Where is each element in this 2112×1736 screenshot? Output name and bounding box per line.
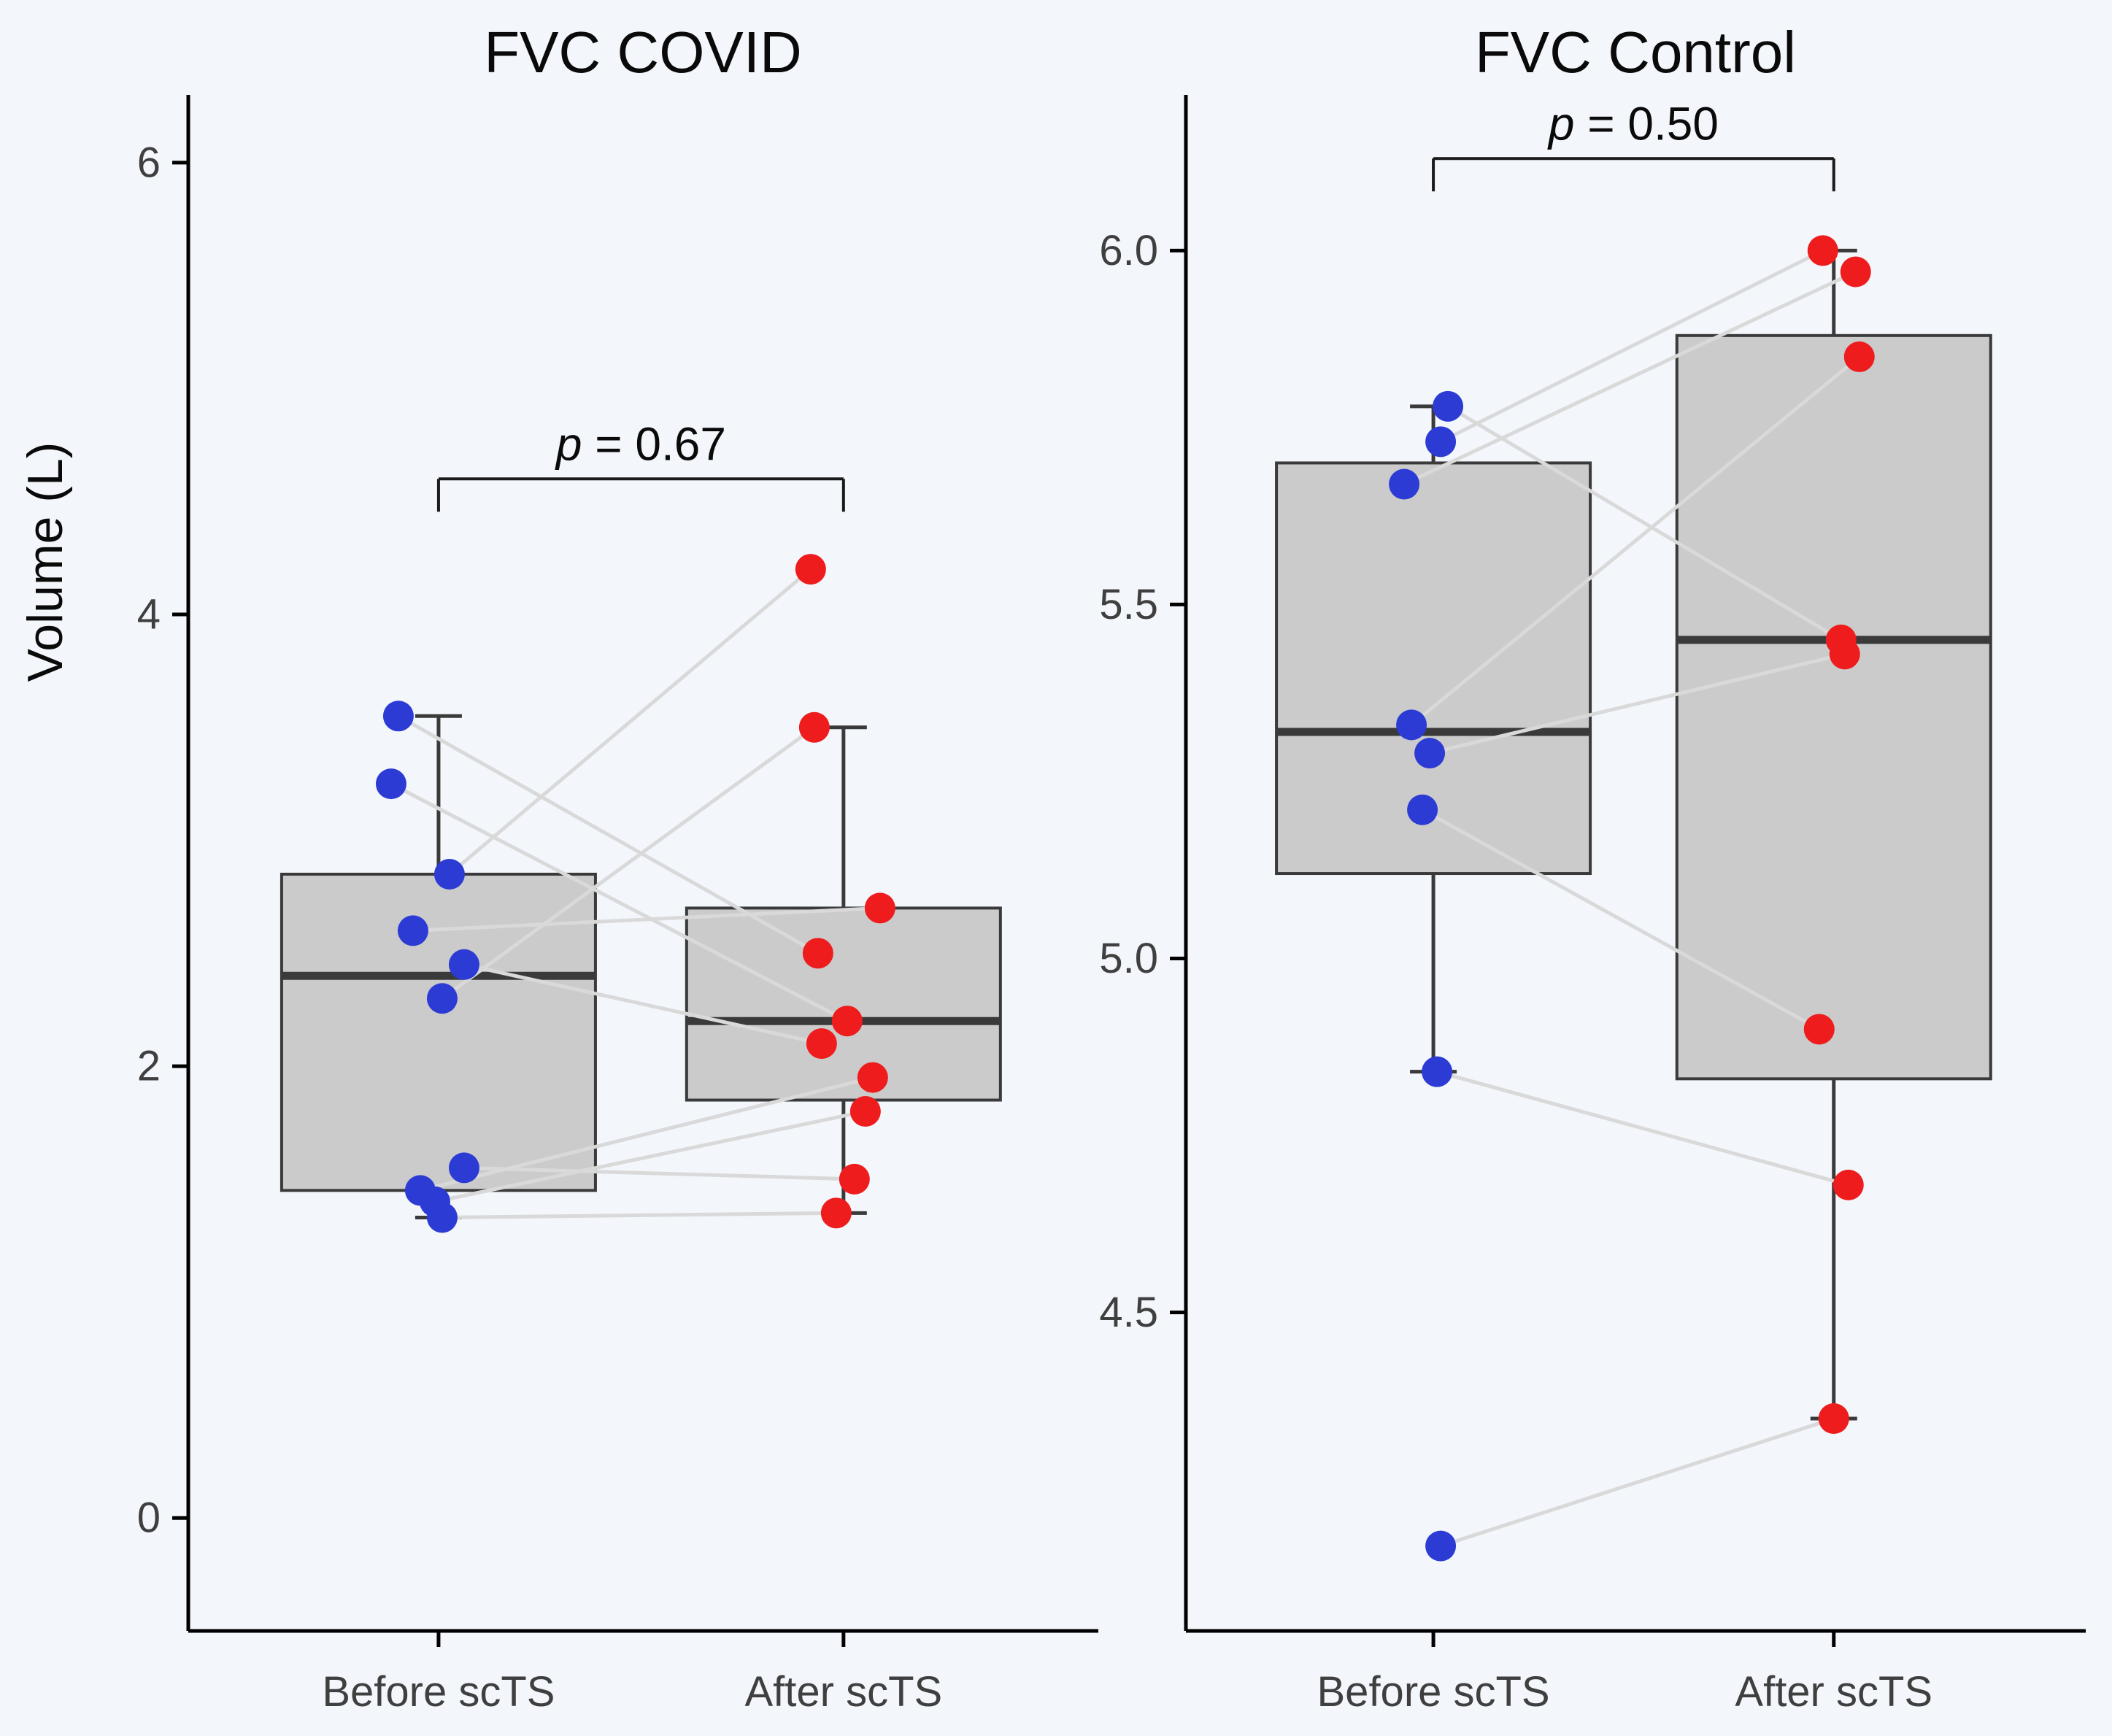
panel-1: 4.5 5.0 5.5 6.0 Before scTS After scTS p = 0.5… [1099, 95, 2086, 1716]
panel-title-fvc-covid: FVC COVID [484, 20, 802, 85]
data-point-before [1425, 1530, 1457, 1562]
data-point-before [1425, 426, 1457, 458]
data-point-before [1414, 738, 1446, 769]
p-value-label: p = 0.67 [555, 417, 726, 470]
y-tick-label: 4.5 [1099, 1289, 1158, 1336]
data-point-after [802, 938, 833, 969]
pair-line [420, 1076, 874, 1192]
pair-line [1421, 808, 1820, 1031]
data-point-after [831, 1006, 863, 1037]
data-point-before [1433, 390, 1464, 422]
pair-line [1429, 652, 1846, 755]
data-point-after [1843, 341, 1875, 372]
y-tick-label: 5.0 [1099, 935, 1158, 982]
y-tick-label: 5.5 [1099, 581, 1158, 628]
data-point-after [864, 892, 895, 924]
x-category-label: Before scTS [322, 1668, 555, 1716]
data-point-before [426, 1202, 458, 1233]
data-point-after [806, 1028, 837, 1060]
pair-line [463, 1165, 855, 1181]
data-point-before [1422, 1056, 1453, 1087]
pair-line [442, 1211, 836, 1220]
data-point-after [1818, 1403, 1849, 1434]
data-point-before [375, 768, 406, 800]
y-tick-label: 2 [137, 1043, 161, 1090]
pair-line [1446, 404, 1843, 642]
pair-line [390, 782, 848, 1023]
y-tick-label: 6 [137, 139, 161, 186]
pair-line [463, 962, 822, 1046]
data-point-before [382, 701, 414, 732]
data-point-before [448, 949, 479, 980]
pair-line [1439, 249, 1824, 444]
pair-line [1403, 270, 1857, 486]
pair-line [441, 725, 816, 1000]
data-point-before [1407, 794, 1438, 825]
data-point-before [426, 983, 458, 1014]
y-axis-title: Volume (L) [18, 441, 73, 682]
data-point-after [1803, 1014, 1835, 1045]
pair-line [412, 906, 880, 933]
data-point-after [1807, 235, 1838, 266]
data-point-after [1829, 639, 1860, 670]
data-point-after [1832, 1169, 1864, 1200]
pair-line [1440, 1416, 1835, 1548]
panel-0: 0 2 4 6 Before scTS After scTS p = 0.67 [137, 95, 1098, 1716]
box [1675, 333, 1992, 1081]
pair-line [448, 568, 812, 876]
box [685, 906, 1002, 1102]
data-point-after [849, 1096, 881, 1127]
y-tick-label: 4 [137, 590, 161, 638]
data-point-before [433, 858, 465, 890]
p-value-label: p = 0.50 [1547, 97, 1719, 150]
data-point-before [397, 915, 428, 946]
data-point-before [448, 1152, 479, 1184]
x-category-label: After scTS [744, 1668, 942, 1716]
data-point-after [839, 1163, 870, 1195]
pair-line [1436, 1070, 1849, 1187]
y-tick-label: 0 [137, 1494, 161, 1542]
x-category-label: Before scTS [1317, 1668, 1550, 1716]
data-point-before [1389, 468, 1420, 500]
x-category-label: After scTS [1735, 1668, 1932, 1716]
data-point-after [820, 1197, 852, 1229]
pair-line [434, 1109, 866, 1204]
data-point-after [1840, 256, 1871, 288]
data-point-after [798, 711, 830, 743]
y-tick-label: 6.0 [1099, 227, 1158, 274]
data-point-after [795, 554, 826, 585]
panel-title-fvc-control: FVC Control [1474, 20, 1797, 85]
data-point-before [1396, 709, 1427, 741]
data-point-after [857, 1062, 888, 1093]
pair-line [1410, 355, 1861, 727]
